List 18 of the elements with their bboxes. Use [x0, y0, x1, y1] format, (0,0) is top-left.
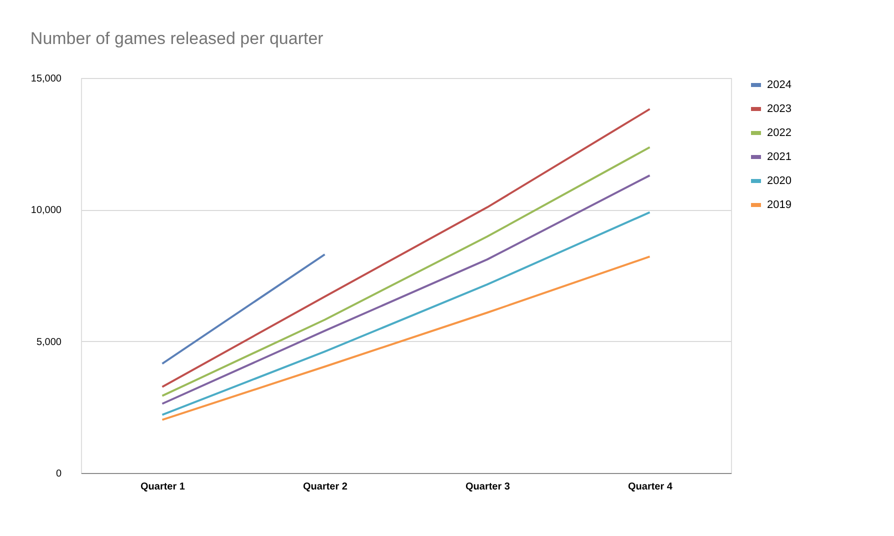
x-tick-label: Quarter 3 — [466, 482, 510, 492]
y-tick-label: 0 — [56, 468, 62, 480]
x-tick-label: Quarter 4 — [628, 482, 673, 492]
y-tick-label: 10,000 — [30, 205, 62, 216]
legend-label: 2019 — [767, 199, 792, 211]
line-series — [161, 108, 651, 388]
legend-label: 2021 — [767, 151, 792, 163]
line-series — [161, 256, 651, 421]
legend-label: 2022 — [767, 127, 792, 139]
line-series — [161, 211, 651, 416]
legend-label: 2024 — [767, 79, 792, 91]
x-tick-label: Quarter 2 — [303, 482, 348, 492]
legend-label: 2020 — [767, 175, 792, 187]
x-tick-label: Quarter 1 — [140, 482, 186, 492]
legend-label: 2023 — [767, 103, 792, 115]
chart-title: Number of games released per quarter — [30, 29, 324, 48]
y-tick-label: 5,000 — [36, 336, 62, 348]
y-tick-label: 15,000 — [30, 74, 62, 84]
